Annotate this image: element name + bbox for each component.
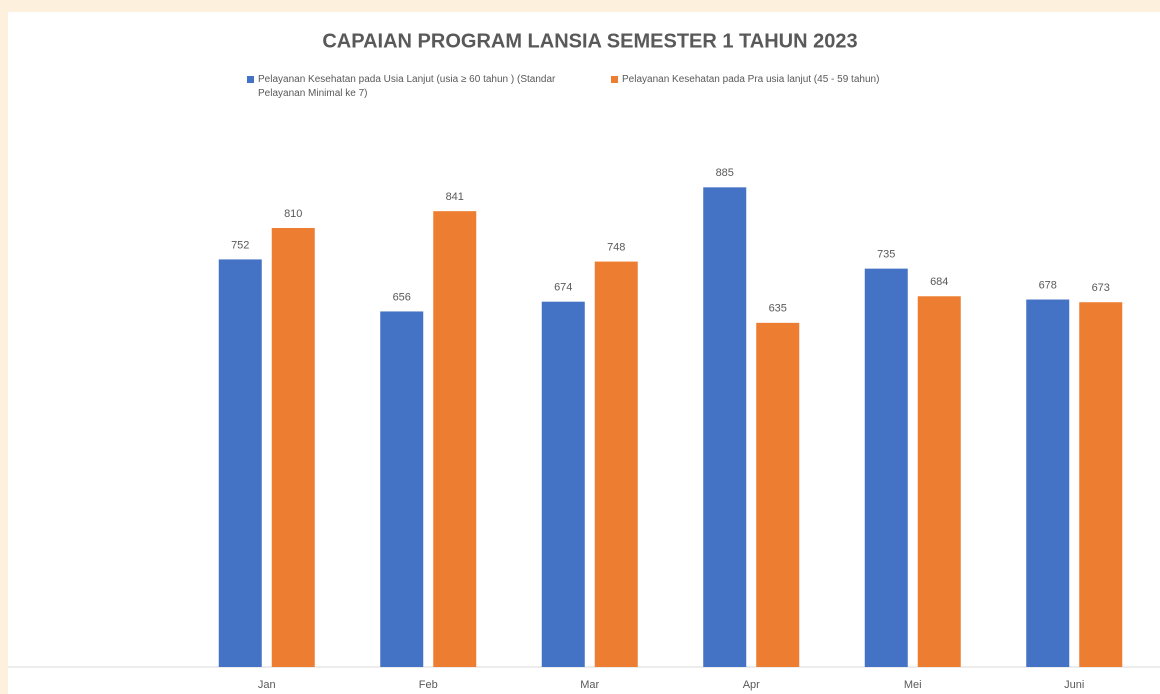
bar bbox=[864, 268, 908, 667]
data-label: 735 bbox=[877, 249, 895, 261]
bar bbox=[1026, 299, 1070, 667]
x-tick-label: Feb bbox=[419, 679, 438, 691]
data-label: 752 bbox=[231, 239, 249, 251]
data-label: 635 bbox=[769, 303, 787, 315]
bar bbox=[380, 311, 424, 667]
x-tick-label: Jan bbox=[258, 679, 276, 691]
legend-item: Pelayanan Kesehatan pada Usia Lanjut (us… bbox=[247, 73, 567, 101]
data-label: 748 bbox=[607, 241, 625, 253]
bar bbox=[1079, 302, 1123, 667]
data-label: 885 bbox=[716, 167, 734, 179]
legend-item: Pelayanan Kesehatan pada Pra usia lanjut… bbox=[611, 73, 951, 87]
bar bbox=[271, 227, 315, 668]
bar bbox=[218, 259, 262, 667]
data-label: 673 bbox=[1092, 282, 1110, 294]
data-label: 841 bbox=[446, 191, 464, 203]
bar bbox=[594, 261, 638, 667]
bar bbox=[541, 301, 585, 667]
bar bbox=[703, 187, 747, 667]
data-label: 810 bbox=[284, 208, 302, 220]
x-tick-label: Juni bbox=[1064, 679, 1084, 691]
x-tick-label: Mei bbox=[904, 679, 922, 691]
legend-label: Pelayanan Kesehatan pada Usia Lanjut (us… bbox=[258, 74, 556, 99]
chart: CAPAIAN PROGRAM LANSIA SEMESTER 1 TAHUN … bbox=[8, 30, 1160, 691]
legend-swatch bbox=[247, 76, 254, 83]
x-tick-label: Apr bbox=[743, 679, 760, 691]
legend-label: Pelayanan Kesehatan pada Pra usia lanjut… bbox=[622, 74, 880, 85]
data-label: 674 bbox=[554, 282, 572, 294]
data-label: 678 bbox=[1039, 279, 1057, 291]
chart-title: CAPAIAN PROGRAM LANSIA SEMESTER 1 TAHUN … bbox=[322, 30, 857, 52]
data-label: 684 bbox=[930, 276, 948, 288]
chart-area: CAPAIAN PROGRAM LANSIA SEMESTER 1 TAHUN … bbox=[8, 12, 1160, 694]
bar bbox=[917, 296, 961, 667]
bar bbox=[433, 211, 477, 668]
legend-swatch bbox=[611, 76, 618, 83]
x-tick-label: Mar bbox=[580, 679, 599, 691]
bar bbox=[756, 322, 800, 667]
data-label: 656 bbox=[393, 291, 411, 303]
